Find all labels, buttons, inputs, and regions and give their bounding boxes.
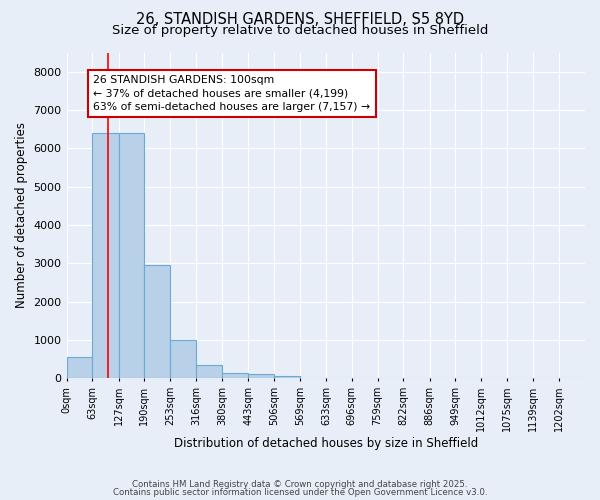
Bar [274, 376, 300, 378]
Bar [170, 340, 196, 378]
Bar [222, 372, 248, 378]
Text: Contains public sector information licensed under the Open Government Licence v3: Contains public sector information licen… [113, 488, 487, 497]
Bar [248, 374, 274, 378]
X-axis label: Distribution of detached houses by size in Sheffield: Distribution of detached houses by size … [173, 437, 478, 450]
Y-axis label: Number of detached properties: Number of detached properties [15, 122, 28, 308]
Bar [196, 365, 222, 378]
Bar [92, 133, 119, 378]
Text: Contains HM Land Registry data © Crown copyright and database right 2025.: Contains HM Land Registry data © Crown c… [132, 480, 468, 489]
Bar [67, 357, 92, 378]
Bar [119, 133, 145, 378]
Text: Size of property relative to detached houses in Sheffield: Size of property relative to detached ho… [112, 24, 488, 37]
Text: 26 STANDISH GARDENS: 100sqm
← 37% of detached houses are smaller (4,199)
63% of : 26 STANDISH GARDENS: 100sqm ← 37% of det… [93, 76, 370, 112]
Bar [145, 265, 170, 378]
Text: 26, STANDISH GARDENS, SHEFFIELD, S5 8YD: 26, STANDISH GARDENS, SHEFFIELD, S5 8YD [136, 12, 464, 28]
